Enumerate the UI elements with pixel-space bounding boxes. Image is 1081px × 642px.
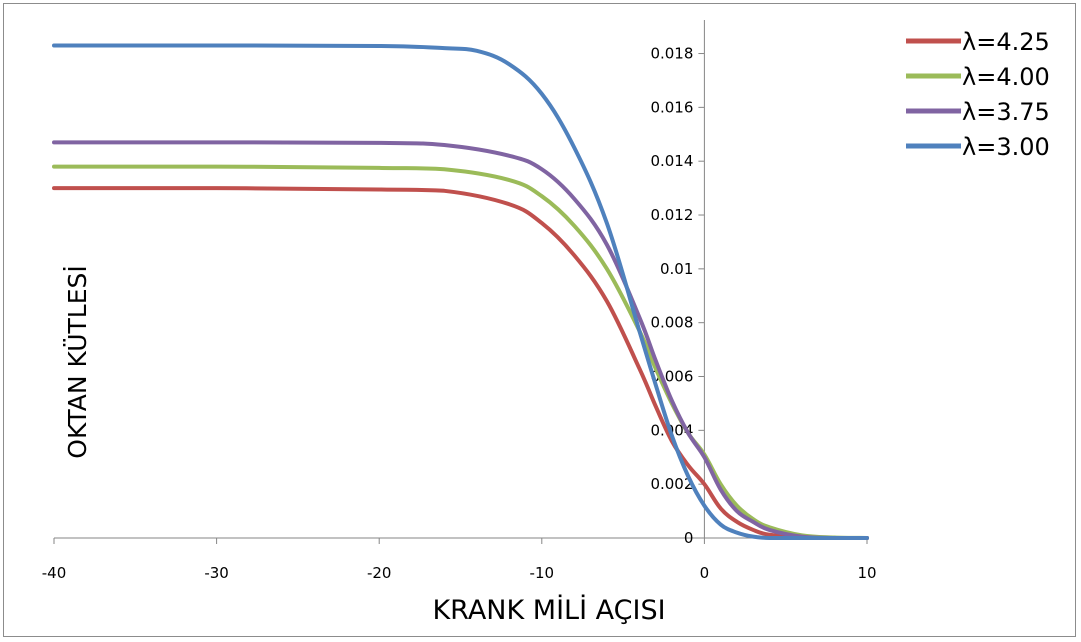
series-line-1 [52,186,869,541]
x-tick-label: 0 [700,564,710,582]
y-tick-label: 0.008 [650,314,693,332]
legend-label: λ=3.75 [962,98,1050,126]
x-axis-title: KRANK MİLİ AÇISI [432,594,665,626]
y-tick-label: 0.01 [660,260,693,278]
x-tick-label: -20 [367,564,392,582]
x-tick-label: -30 [204,564,229,582]
y-tick-label: 0.012 [650,206,693,224]
y-tick-label: 0.018 [650,45,693,63]
y-tick-label: 0 [684,529,694,547]
x-tick-label: 10 [857,564,876,582]
legend-label: λ=4.00 [962,63,1050,91]
chart-frame: -40 -30 -20 -10 0 10 0 0.002 0.004 0.006 0.008 0.01… [3,3,1076,637]
series-lines [52,43,869,541]
series-line-2 [52,164,869,540]
y-tick-label: 0.016 [650,98,693,116]
legend-label: λ=4.25 [962,28,1050,56]
y-tick-label: 0.002 [650,475,693,493]
x-tick-label: -40 [42,564,67,582]
y-tick-label: 0.014 [650,152,693,170]
legend-label: λ=3.00 [962,133,1050,161]
series-line-4 [52,43,869,541]
legend: λ=4.25 λ=4.00 λ=3.75 λ=3.00 [906,28,1050,161]
y-axis-title: OKTAN KÜTLESİ [63,265,92,458]
axes: -40 -30 -20 -10 0 1000.0020.0040.0060.0080.01… [42,20,877,582]
line-chart: -40 -30 -20 -10 0 1000.0020.0040.0060.0080.01… [42,20,1050,626]
series-line-3 [52,140,869,541]
x-tick-label: -10 [530,564,555,582]
